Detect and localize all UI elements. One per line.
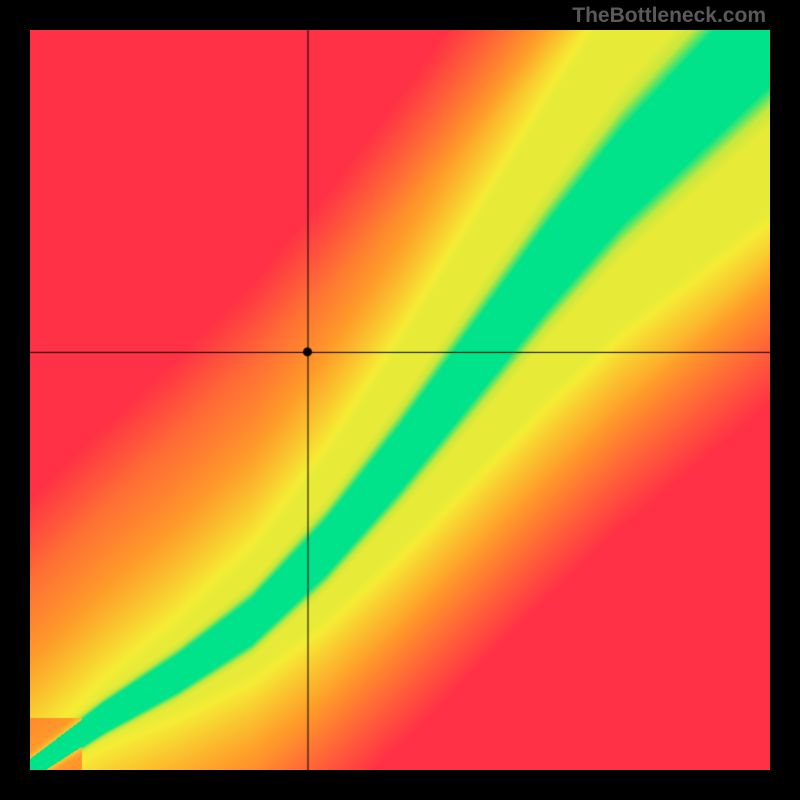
- watermark-text: TheBottleneck.com: [572, 4, 766, 28]
- bottleneck-heatmap: [30, 30, 770, 770]
- heatmap-canvas: [30, 30, 770, 770]
